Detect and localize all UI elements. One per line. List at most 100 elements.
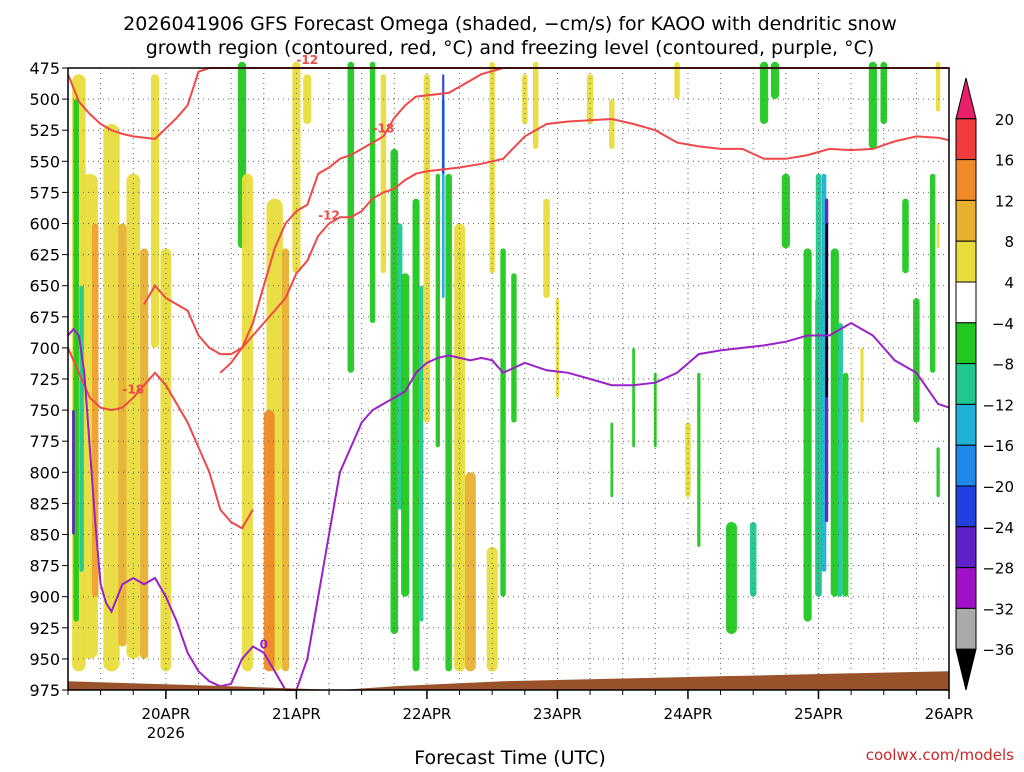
omega-shade-region [781, 173, 790, 249]
omega-shade-region [632, 347, 635, 448]
ground-fill [68, 671, 949, 690]
y-tick-label: 600 [29, 215, 60, 234]
x-tick-label: 24APR [664, 705, 713, 723]
contour-line [67, 347, 254, 530]
colorbar-swatch [955, 363, 977, 405]
contour-line [67, 321, 950, 691]
y-tick-label: 825 [29, 494, 60, 513]
omega-shade-region [825, 223, 828, 398]
colorbar: 20 16 12 8 4 −4 −8 −12 −16 −20 −24 −28 −32 −36 [955, 77, 1014, 691]
contour-label: -12 [296, 53, 318, 67]
watermark-link[interactable]: coolwx.com/models [866, 746, 1014, 764]
omega-shade-region [160, 248, 172, 672]
x-tick-label: 23APR [533, 705, 582, 723]
x-axis: 20APR 21APR 22APR 23APR 24APR 25APR 26APR 2026 [67, 690, 973, 742]
y-tick-label: 750 [29, 401, 60, 420]
colorbar-swatch [955, 118, 977, 161]
omega-shade-region [281, 248, 290, 672]
x-axis-label: Forecast Time (UTC) [414, 747, 605, 768]
colorbar-label: −32 [982, 600, 1014, 618]
y-tick-label: 925 [29, 619, 60, 638]
omega-shade-region [929, 173, 936, 373]
colorbar-swatch [955, 199, 977, 242]
omega-shade-region [435, 173, 440, 448]
x-tick-label: 20APR [141, 705, 190, 723]
omega-shade-region [815, 173, 822, 597]
omega-shade-region [830, 248, 839, 597]
y-tick-label: 800 [29, 463, 60, 482]
x-tick-label: 22APR [403, 705, 452, 723]
omega-shade-region [454, 223, 465, 672]
omega-shade-region [609, 99, 615, 149]
omega-shade-region [543, 198, 550, 299]
colorbar-swatch [955, 648, 977, 691]
omega-shade-region [390, 148, 399, 635]
y-tick-label: 700 [29, 339, 60, 358]
colorbar-label: 12 [995, 192, 1014, 210]
x-tick-label: 21APR [272, 705, 321, 723]
omega-shade-region [118, 223, 127, 647]
omega-shade-region [913, 298, 920, 423]
colorbar-label: −24 [982, 519, 1014, 537]
contour-line [143, 117, 950, 356]
omega-shade-region [749, 522, 757, 597]
omega-shade-region [140, 248, 149, 659]
omega-shade-region [369, 61, 376, 324]
colorbar-swatch [955, 240, 977, 283]
omega-shade-region [292, 61, 301, 274]
colorbar-label: −8 [992, 356, 1014, 374]
omega-shade-region [842, 372, 849, 597]
y-tick-label: 475 [29, 59, 60, 78]
omega-shade-region [103, 123, 120, 672]
colorbar-label: −4 [992, 315, 1014, 333]
omega-shade-region [860, 347, 864, 423]
colorbar-label: −12 [982, 396, 1014, 414]
contour-label: -12 [318, 209, 340, 223]
y-tick-label: 900 [29, 588, 60, 607]
colorbar-label: 20 [995, 111, 1014, 129]
contour-label: -18 [122, 383, 144, 397]
omega-shading [72, 61, 941, 672]
omega-shade-region [880, 61, 888, 124]
chart-title-line1: 2026041906 GFS Forecast Omega (shaded, −… [123, 13, 897, 35]
colorbar-swatch [955, 322, 977, 365]
omega-shade-region [522, 74, 528, 124]
omega-shade-region [935, 61, 941, 112]
omega-shade-region [489, 61, 495, 274]
y-tick-label: 550 [29, 152, 60, 171]
colorbar-swatch [955, 159, 977, 201]
y-tick-label: 725 [29, 370, 60, 389]
y-tick-label: 650 [29, 277, 60, 296]
colorbar-swatch [955, 77, 977, 120]
y-tick-label: 875 [29, 557, 60, 576]
omega-shade-region [653, 372, 657, 448]
y-tick-label: 775 [29, 432, 60, 451]
omega-shade-region [419, 285, 424, 622]
contour-label: -18 [373, 121, 395, 135]
omega-shade-region [837, 323, 843, 597]
colorbar-label: −20 [982, 478, 1014, 496]
y-axis: 475 500 525 550 575 600 625 650 675 700 725 750 775 8… [29, 59, 68, 700]
omega-shade-region [242, 173, 253, 672]
y-tick-label: 625 [29, 246, 60, 265]
contour-label: 0 [260, 638, 268, 652]
omega-shade-region [610, 422, 614, 498]
colorbar-swatch [955, 567, 977, 609]
y-tick-label: 675 [29, 308, 60, 327]
omega-shade-region [79, 285, 84, 572]
y-tick-label: 525 [29, 121, 60, 140]
y-tick-label: 500 [29, 90, 60, 109]
omega-shade-region [412, 198, 420, 672]
omega-shade-region [445, 173, 452, 672]
ground-surface [68, 671, 949, 690]
colorbar-label: 4 [1004, 274, 1014, 292]
omega-shade-region [760, 61, 769, 124]
omega-shade-region [303, 74, 312, 124]
y-tick-label: 575 [29, 183, 60, 202]
colorbar-swatch [955, 485, 977, 528]
omega-shade-region [500, 248, 506, 597]
colorbar-label: −16 [982, 437, 1014, 455]
omega-shade-region [150, 74, 160, 348]
